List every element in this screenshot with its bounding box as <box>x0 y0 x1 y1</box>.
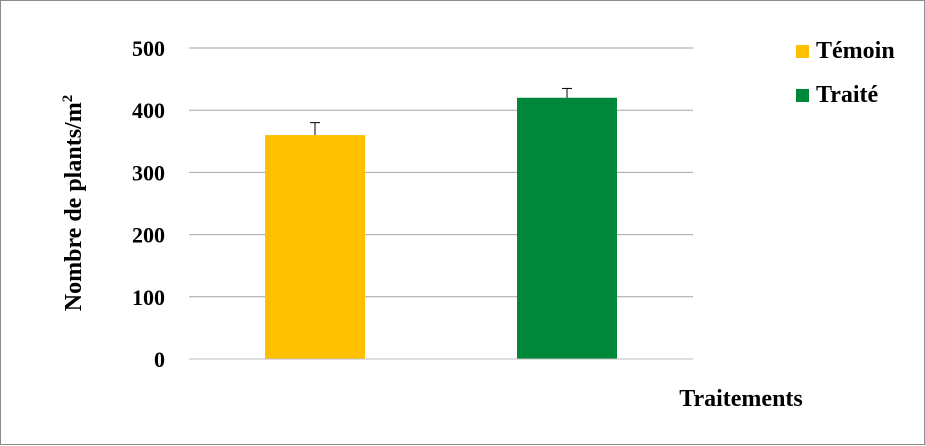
legend: Témoin Traité <box>796 38 895 108</box>
y-tick-label: 300 <box>132 160 165 185</box>
legend-label-1: Traité <box>816 82 879 108</box>
gridlines <box>189 47 693 298</box>
error-bars <box>310 87 572 136</box>
y-tick-labels: 0 100 200 300 400 500 <box>132 36 165 372</box>
y-tick-label: 500 <box>132 36 165 61</box>
y-tick-label: 100 <box>132 285 165 310</box>
y-axis-label: Nombre de plants/m2 <box>60 95 87 311</box>
legend-label-0: Témoin <box>816 38 895 64</box>
y-tick-label: 400 <box>132 98 165 123</box>
y-tick-label: 200 <box>132 223 165 248</box>
legend-swatch-1 <box>796 89 809 102</box>
bar-0 <box>265 135 365 359</box>
y-tick-label: 0 <box>154 347 165 372</box>
legend-swatch-0 <box>796 45 809 58</box>
x-axis-label: Traitements <box>679 386 803 412</box>
bar-1 <box>517 97 617 359</box>
bars <box>265 97 617 359</box>
